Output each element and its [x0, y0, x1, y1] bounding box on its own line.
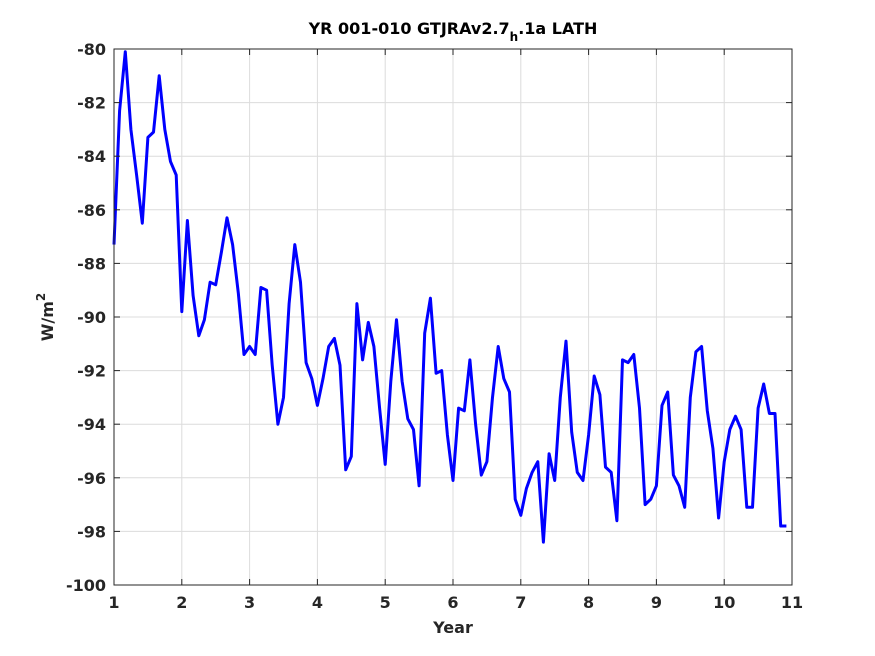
series-line — [112, 50, 787, 544]
y-axis-label-base: W/m — [38, 301, 57, 341]
y-tick-label: -98 — [77, 522, 106, 541]
y-tick-label: -86 — [77, 201, 106, 220]
chart-title: YR 001-010 GTJRAv2.7h.1a LATH — [308, 19, 598, 44]
chart-title-suffix: .1a LATH — [518, 19, 597, 38]
x-tick-label: 4 — [312, 593, 323, 612]
x-tick-label: 8 — [583, 593, 594, 612]
x-tick-label: 5 — [380, 593, 391, 612]
chart-title-subscript: h — [510, 30, 519, 44]
x-tick-label: 7 — [515, 593, 526, 612]
y-tick-label: -90 — [77, 308, 106, 327]
y-tick-label: -100 — [66, 576, 106, 595]
axis-ticks: 1 2 3 4 5 6 7 8 9 10 11 -100 -98 -96 -94 -92 -90 -88 -86 -8… — [66, 40, 803, 612]
y-tick-label: -88 — [77, 254, 106, 273]
y-tick-label: -92 — [77, 362, 106, 381]
y-tick-label: -94 — [77, 415, 106, 434]
x-tick-label: 3 — [244, 593, 255, 612]
y-axis-label-superscript: 2 — [34, 293, 48, 301]
y-tick-label: -82 — [77, 94, 106, 113]
x-tick-label: 9 — [651, 593, 662, 612]
y-axis-label: W/m2 — [34, 293, 57, 342]
x-tick-label: 6 — [447, 593, 458, 612]
y-tick-label: -80 — [77, 40, 106, 59]
y-tick-label: -84 — [77, 147, 106, 166]
x-tick-label: 1 — [108, 593, 119, 612]
y-tick-label: -96 — [77, 469, 106, 488]
x-tick-label: 11 — [781, 593, 803, 612]
series-group — [112, 50, 787, 544]
x-tick-label: 2 — [176, 593, 187, 612]
chart-title-main: YR 001-010 GTJRAv2.7 — [308, 19, 510, 38]
x-axis-label: Year — [432, 618, 473, 637]
x-tick-label: 10 — [713, 593, 735, 612]
